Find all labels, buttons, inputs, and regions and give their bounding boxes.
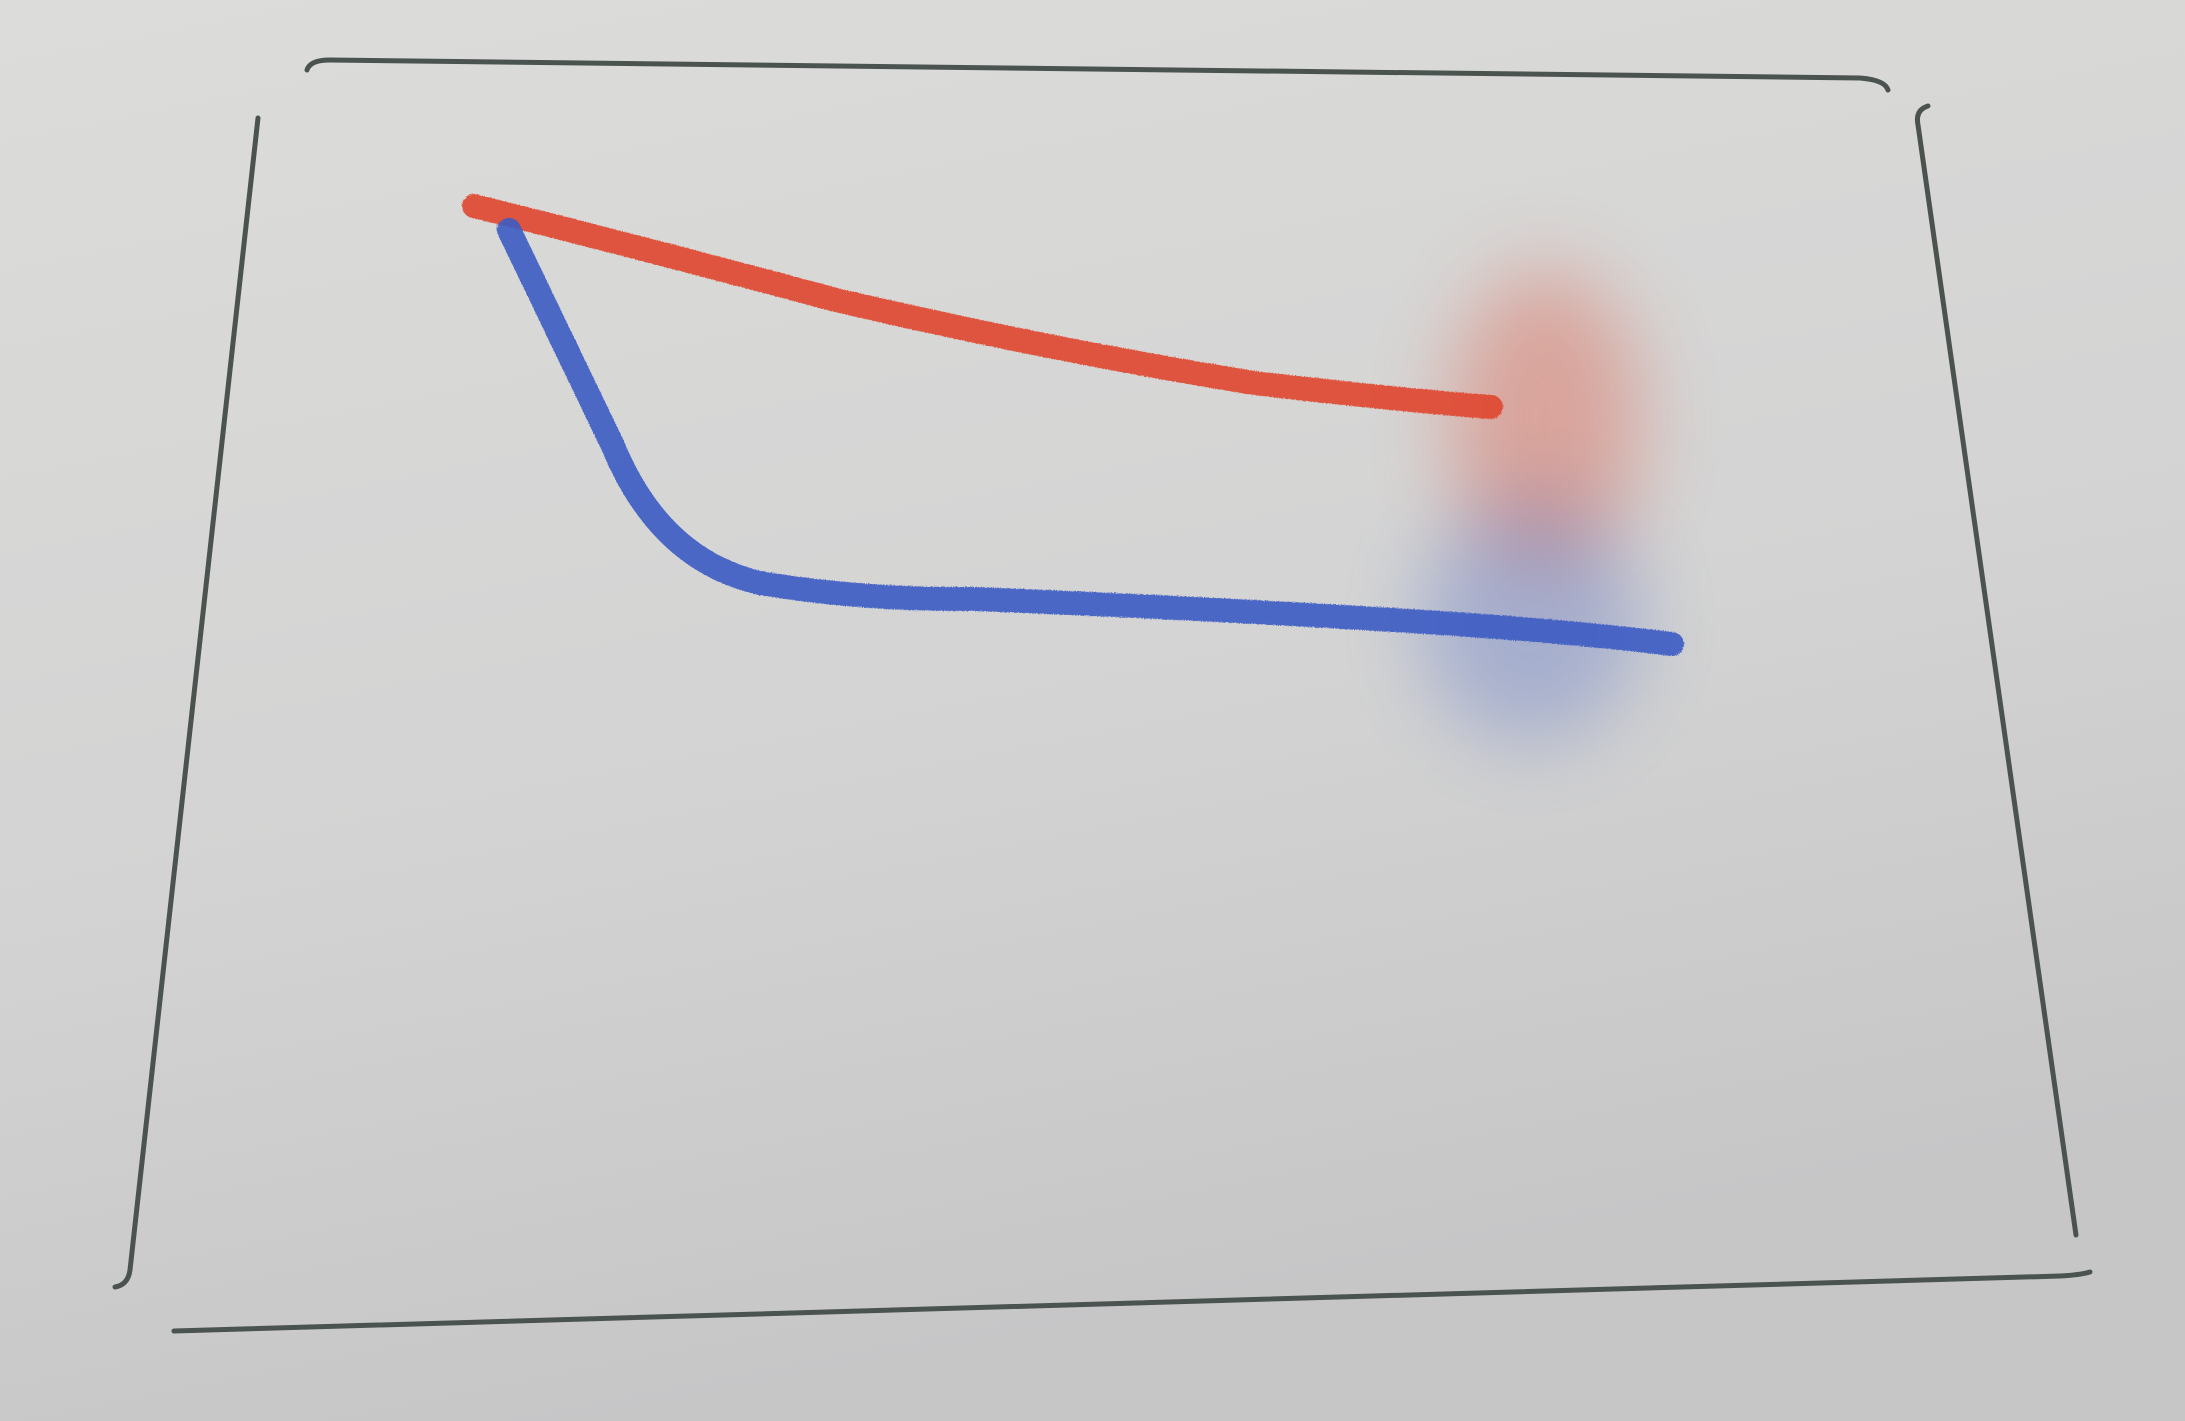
frame xyxy=(112,57,2093,1334)
smudge-red xyxy=(1450,270,1640,570)
frame-left xyxy=(112,115,261,1290)
strokes xyxy=(462,194,1684,740)
frame-bottom xyxy=(171,1269,2093,1334)
frame-right xyxy=(1915,103,2079,1238)
red-stroke xyxy=(462,194,1503,419)
blue-stroke xyxy=(497,218,1684,656)
frame-top xyxy=(304,57,1891,93)
